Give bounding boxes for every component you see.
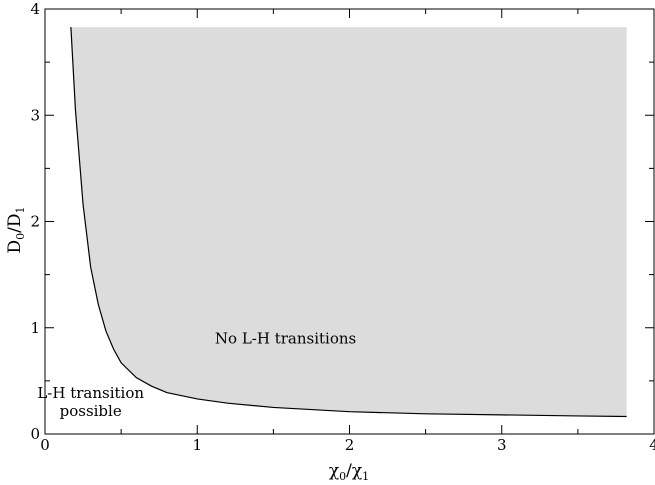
tick-label-layer: 0 1 2 3 4 0 1 2 3 4 <box>30 0 655 454</box>
x-tick-label: 2 <box>345 436 355 454</box>
y-tick-label: 2 <box>30 213 40 231</box>
x-tick-label: 4 <box>649 436 655 454</box>
x-tick-label: 0 <box>40 436 50 454</box>
annotation-transition-line1: L-H transition <box>37 384 144 402</box>
y-axis-title: D0/D1 <box>5 207 27 254</box>
y-tick-label: 1 <box>30 319 40 337</box>
x-tick-label: 1 <box>192 436 202 454</box>
y-tick-label: 0 <box>30 425 40 443</box>
shaded-region <box>70 27 627 417</box>
y-tick-label: 4 <box>30 0 40 18</box>
tick-layer <box>44 8 655 435</box>
boundary-curve <box>70 27 627 418</box>
annotation-no-transition: No L-H transitions <box>215 330 356 348</box>
annotation-transition-line2: possible <box>60 402 122 420</box>
x-axis-title: χ0/χ1 <box>329 461 369 483</box>
x-tick-label: 3 <box>497 436 507 454</box>
y-tick-label: 3 <box>30 106 40 124</box>
shaded-region-layer <box>70 27 627 417</box>
curve-layer <box>70 27 627 418</box>
